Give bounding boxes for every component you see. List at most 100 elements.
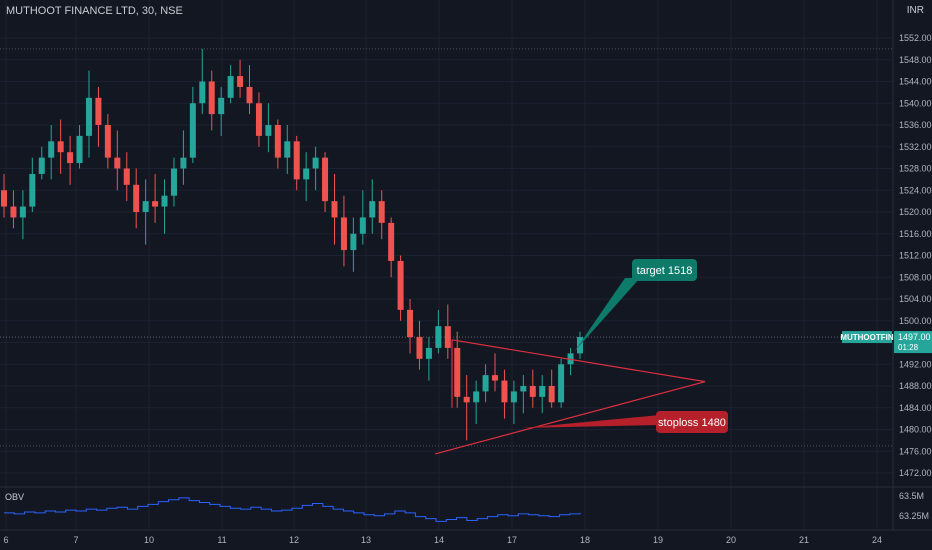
- time-tick-label: 19: [653, 535, 663, 545]
- candle-body: [170, 168, 177, 196]
- candle-body: [29, 173, 36, 207]
- candle-body: [359, 217, 366, 234]
- candle-body: [331, 201, 338, 218]
- candle-body: [274, 125, 281, 158]
- callouts: target 1518 stoploss 1480: [522, 259, 728, 433]
- target-callout: [632, 259, 697, 281]
- price-tick-label: 1508.00: [899, 272, 932, 282]
- price-tick-label: 1480.00: [899, 425, 932, 435]
- symbol-tag: [842, 331, 892, 344]
- obv-tick-label: 63.25M: [899, 511, 929, 521]
- candle-body: [492, 375, 499, 381]
- time-tick-label: 17: [507, 535, 517, 545]
- candle-body: [255, 103, 262, 136]
- candle-body: [397, 260, 404, 310]
- candle-body: [237, 76, 244, 87]
- candle-body: [208, 81, 215, 115]
- candle-body: [350, 233, 357, 251]
- stoploss-label: stoploss 1480: [658, 417, 726, 429]
- candle-body: [152, 201, 159, 207]
- candle-body: [510, 391, 517, 403]
- time-tick-label: 12: [289, 535, 299, 545]
- candle-body: [189, 103, 196, 158]
- time-axis: 6 7 10 11 12 13 14 17 18 19 20 21 24: [0, 529, 932, 545]
- time-tick-label: 14: [434, 535, 444, 545]
- time-tick-label: 11: [217, 535, 226, 545]
- candle-body: [199, 81, 206, 104]
- time-tick-label: 7: [73, 535, 78, 545]
- price-tick-label: 1488.00: [899, 381, 932, 391]
- price-tick-label: 1524.00: [899, 185, 932, 195]
- stoploss-callout: [656, 411, 728, 433]
- candle-body: [19, 206, 26, 218]
- candle-body: [473, 391, 480, 403]
- currency-label: INR: [906, 5, 924, 16]
- candle-body: [246, 86, 253, 104]
- candle-body: [265, 125, 272, 136]
- candle-body: [444, 326, 451, 348]
- candle-body: [558, 364, 565, 403]
- candle-body: [284, 141, 291, 158]
- price-tick-label: 1484.00: [899, 403, 932, 413]
- grid-lines: [0, 0, 893, 530]
- price-tick-label: 1536.00: [899, 120, 932, 130]
- candle-body: [463, 396, 470, 403]
- price-tick-label: 1520.00: [899, 207, 932, 217]
- candle-body: [123, 168, 130, 185]
- candle-body: [482, 375, 489, 392]
- time-tick-label: 21: [799, 535, 809, 545]
- price-tick-label: 1552.00: [899, 33, 932, 43]
- time-tick-label: 24: [872, 535, 882, 545]
- price-tick-label: 1492.00: [899, 359, 932, 369]
- candle-body: [38, 157, 45, 174]
- stoploss-pointer: [522, 415, 660, 428]
- candle-body: [454, 347, 461, 397]
- symbol-label: MUTHOOTFIN: [840, 333, 894, 342]
- target-pointer: [574, 278, 640, 352]
- obv-pane: [0, 486, 932, 522]
- price-tick-label: 1540.00: [899, 98, 932, 108]
- time-tick-label: 18: [580, 535, 590, 545]
- candle-body: [501, 380, 508, 403]
- candle-body: [57, 141, 64, 153]
- candlestick-series: [1, 48, 583, 441]
- candle-body: [529, 386, 536, 397]
- price-tick-label: 1516.00: [899, 229, 932, 239]
- candle-body: [378, 201, 385, 223]
- price-axis: 1552.00 1548.00 1544.00 1540.00 1536.00 1532.…: [892, 0, 932, 530]
- candle-body: [340, 217, 347, 251]
- candle-body: [114, 157, 121, 169]
- chart-title: MUTHOOT FINANCE LTD, 30, NSE: [6, 5, 183, 17]
- price-tick-label: 1476.00: [899, 446, 932, 456]
- candle-body: [104, 125, 111, 158]
- candle-body: [293, 141, 300, 180]
- candle-body: [520, 386, 527, 392]
- candle-body: [161, 195, 168, 207]
- obv-line: [4, 497, 581, 522]
- candle-body: [218, 97, 225, 115]
- time-tick-label: 13: [361, 535, 371, 545]
- target-label: target 1518: [637, 265, 693, 277]
- candle-body: [1, 190, 7, 207]
- candle-body: [10, 206, 17, 218]
- triangle-lines: [434, 339, 706, 455]
- candle-body: [180, 157, 187, 169]
- obv-tick-label: 63.5M: [899, 491, 924, 501]
- candle-body: [548, 386, 555, 403]
- time-tick-label: 20: [726, 535, 736, 545]
- candle-body: [435, 326, 442, 348]
- price-tick-label: 1472.00: [899, 468, 932, 478]
- candle-body: [322, 157, 329, 202]
- candle-body: [407, 309, 414, 338]
- candle-body: [227, 76, 234, 98]
- price-tick-label: 1528.00: [899, 164, 932, 174]
- candle-body: [95, 97, 102, 125]
- candle-body: [416, 337, 423, 359]
- candle-body: [369, 201, 376, 218]
- price-tick-label: 1532.00: [899, 142, 932, 152]
- candle-body: [133, 184, 140, 212]
- price-tick-label: 1504.00: [899, 294, 932, 304]
- time-tick-label: 6: [3, 535, 8, 545]
